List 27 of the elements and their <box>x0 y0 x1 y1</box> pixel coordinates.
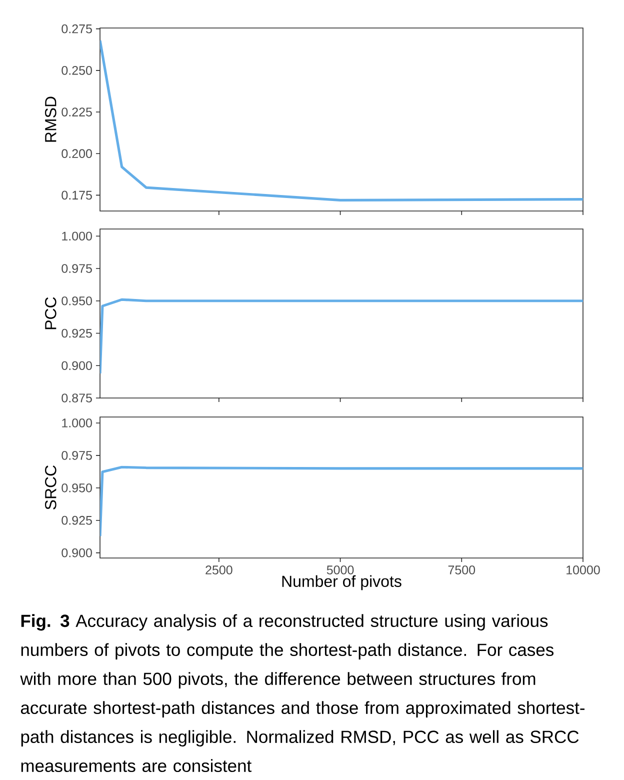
y-tick-label: 0.275 <box>62 24 92 34</box>
y-tick-label: 0.925 <box>62 516 92 525</box>
x-tick-label: 2500 <box>206 566 232 574</box>
y-tick-label: 0.900 <box>62 548 92 558</box>
y-tick-label: 0.975 <box>62 451 92 460</box>
text: Fig. 3 Accuracy analysis of a reconstructed structure using various numbers of pivots to compute the shortest-path distance. For cases with more than 500 pivots, the difference between structures from accurate shortest-path distances and those from approximated shortest-path distances is negligible. Normalized RMSD, PCC as well as SRCC measurements are consistent <box>20 614 584 772</box>
y-tick-label: 0.225 <box>62 108 92 116</box>
y-tick-label: 0.875 <box>62 394 92 402</box>
y-tick-label: 0.950 <box>62 296 92 306</box>
y-tick-label: 1.000 <box>62 418 92 428</box>
line-series <box>100 466 583 538</box>
y-tick-label: 0.975 <box>62 264 92 273</box>
y-tick-label: 0.925 <box>62 328 92 338</box>
y-axis-title: RMSD <box>44 96 56 142</box>
y-tick-label: 0.250 <box>62 66 92 75</box>
x-tick-label: 7500 <box>448 566 476 574</box>
y-axis-title: SRCC <box>44 465 56 510</box>
y-tick-label: 0.200 <box>62 149 92 158</box>
y-tick-label: 1.000 <box>62 232 92 241</box>
y-tick-label: 0.175 <box>62 190 92 200</box>
y-axis-title: PCC <box>44 297 56 330</box>
y-tick-label: 0.950 <box>62 483 92 492</box>
x-tick-label: 10000 <box>566 566 600 574</box>
x-tick-label: 5000 <box>326 566 354 574</box>
y-tick-label: 0.900 <box>62 361 92 370</box>
line-series <box>100 39 583 202</box>
x-axis-title: Number of pivots <box>282 575 402 590</box>
